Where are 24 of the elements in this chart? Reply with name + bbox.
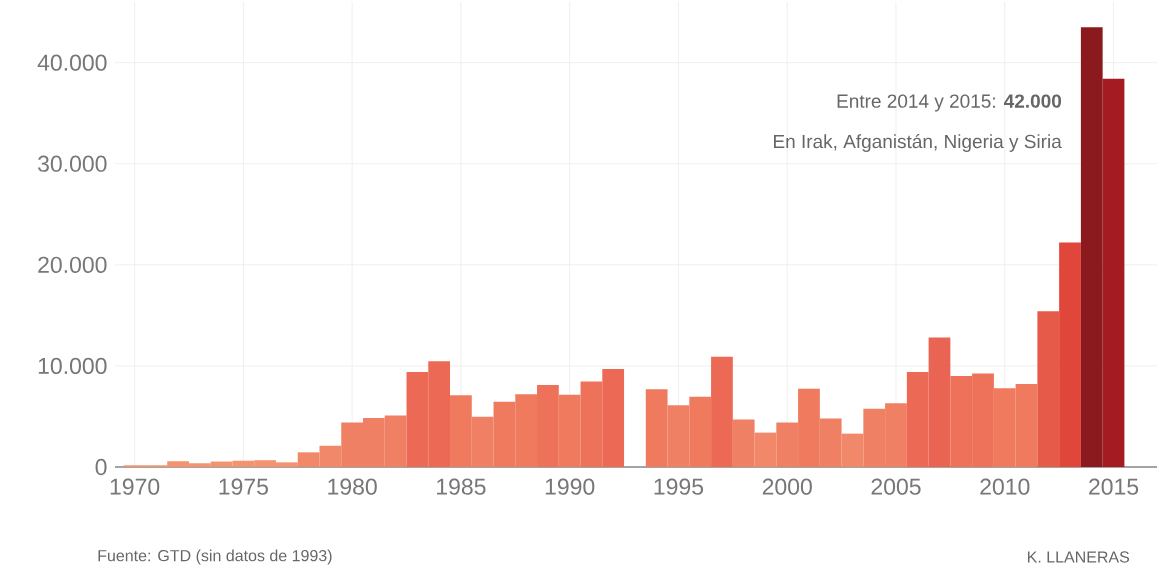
x-tick-label: 2010 xyxy=(980,478,1030,495)
source-note: Fuente: GTD (sin datos de 1993) xyxy=(98,549,332,565)
x-tick-label: 1980 xyxy=(328,478,377,495)
y-tick-label: 40.000 xyxy=(37,54,107,71)
text: K. LLANERAS xyxy=(1027,551,1130,563)
x-tick-label: 1975 xyxy=(219,478,268,495)
x-tick-label: 2000 xyxy=(762,478,812,495)
x-tick-label: 1985 xyxy=(437,478,486,495)
y-tick-label: 0 xyxy=(95,458,107,476)
bar xyxy=(711,356,733,467)
annotation: Entre 2014 y 2015: 42.000 xyxy=(837,94,1062,112)
y-tick-label: 20.000 xyxy=(38,256,107,273)
y-tick-label: 10.000 xyxy=(38,357,107,375)
x-tick-label: 1995 xyxy=(654,478,704,495)
annotation: En Irak, Afganistán, Nigeria y Siria xyxy=(774,134,1062,152)
x-tick-label: 2005 xyxy=(871,478,921,495)
bar xyxy=(1080,27,1103,467)
x-tick-label: 1990 xyxy=(545,478,595,495)
bar xyxy=(1037,311,1060,467)
x-tick-label: 2015 xyxy=(1089,478,1139,495)
x-tick-label: 1970 xyxy=(110,478,160,495)
y-tick-label: 30.000 xyxy=(38,155,107,172)
bar xyxy=(1059,242,1081,467)
bar xyxy=(1102,78,1125,467)
